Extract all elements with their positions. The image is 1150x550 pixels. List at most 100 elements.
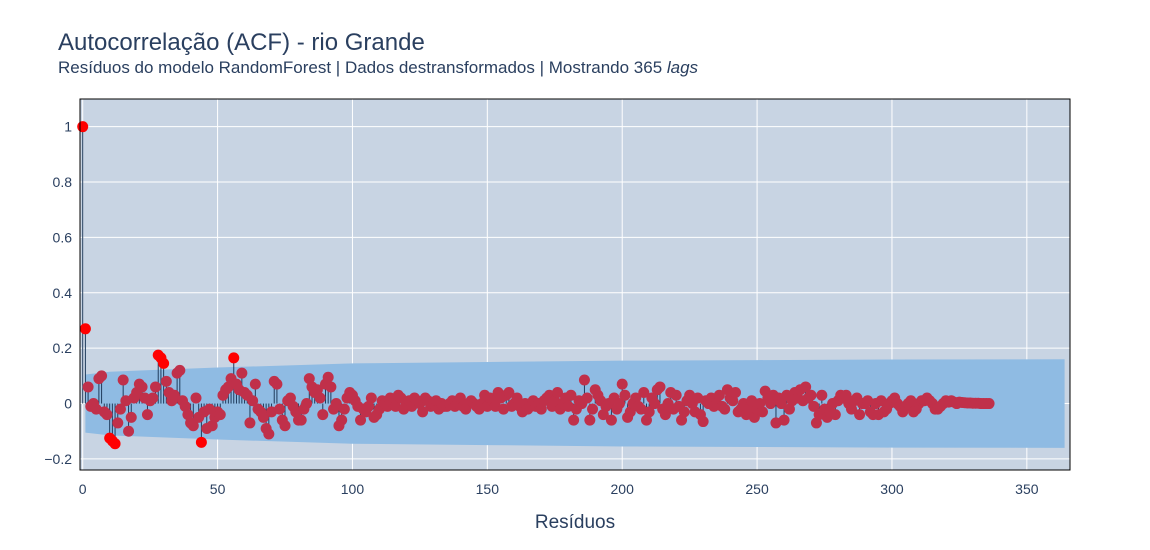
acf-point bbox=[616, 378, 628, 390]
acf-point bbox=[727, 395, 739, 407]
acf-point bbox=[257, 411, 269, 423]
acf-point bbox=[697, 416, 709, 428]
acf-point bbox=[619, 389, 631, 401]
x-tick-label: 50 bbox=[210, 481, 226, 497]
acf-point bbox=[713, 389, 725, 401]
acf-point bbox=[112, 417, 124, 429]
acf-point bbox=[117, 374, 129, 386]
acf-point bbox=[983, 398, 995, 410]
acf-point bbox=[805, 389, 817, 401]
acf-point bbox=[765, 398, 777, 410]
acf-point bbox=[303, 373, 315, 385]
acf-point bbox=[206, 420, 218, 432]
acf-point bbox=[271, 378, 283, 390]
acf-point bbox=[179, 400, 191, 412]
acf-point bbox=[249, 378, 261, 390]
acf-point bbox=[775, 398, 787, 410]
acf-point bbox=[101, 409, 113, 421]
acf-point bbox=[338, 403, 350, 415]
x-tick-label: 200 bbox=[611, 481, 635, 497]
y-axis-ticks: −0.2 0 0.2 0.4 0.6 0.8 1 bbox=[44, 119, 72, 467]
acf-point bbox=[643, 406, 655, 418]
acf-point bbox=[330, 398, 342, 410]
acf-point bbox=[96, 370, 108, 382]
x-tick-label: 300 bbox=[880, 481, 904, 497]
acf-point bbox=[756, 406, 768, 418]
acf-point bbox=[363, 400, 375, 412]
acf-point bbox=[503, 386, 515, 398]
acf-point bbox=[730, 386, 742, 398]
x-axis-title: Resíduos bbox=[535, 512, 615, 533]
acf-point bbox=[214, 409, 226, 421]
acf-point bbox=[325, 381, 337, 393]
acf-point bbox=[141, 409, 153, 421]
acf-point bbox=[587, 403, 599, 415]
acf-point bbox=[578, 374, 590, 386]
acf-point bbox=[678, 406, 690, 418]
acf-point bbox=[190, 392, 202, 404]
acf-point bbox=[748, 411, 760, 423]
y-tick-label: 0.8 bbox=[53, 174, 73, 190]
acf-point-significant bbox=[109, 438, 121, 450]
chart-title: Autocorrelação (ACF) - rio Grande bbox=[58, 29, 425, 56]
acf-point bbox=[778, 414, 790, 426]
acf-point bbox=[365, 392, 377, 404]
acf-point bbox=[783, 403, 795, 415]
acf-point bbox=[244, 417, 256, 429]
acf-point bbox=[168, 389, 180, 401]
y-tick-label: −0.2 bbox=[44, 451, 72, 467]
acf-point-significant bbox=[228, 352, 240, 364]
acf-point bbox=[511, 392, 523, 404]
acf-point bbox=[322, 371, 334, 383]
acf-point bbox=[581, 392, 593, 404]
acf-point bbox=[301, 398, 313, 410]
acf-point bbox=[187, 420, 199, 432]
acf-point bbox=[147, 392, 159, 404]
acf-point bbox=[605, 414, 617, 426]
acf-point bbox=[568, 414, 580, 426]
acf-point bbox=[535, 403, 547, 415]
acf-point bbox=[808, 400, 820, 412]
acf-point bbox=[845, 403, 857, 415]
x-tick-label: 0 bbox=[79, 481, 87, 497]
acf-point bbox=[314, 392, 326, 404]
acf-point bbox=[174, 364, 186, 376]
acf-point bbox=[854, 409, 866, 421]
chart-subtitle-lags: lags bbox=[667, 58, 699, 77]
acf-markers bbox=[77, 121, 995, 450]
acf-point bbox=[236, 367, 248, 379]
acf-point bbox=[614, 398, 626, 410]
acf-point bbox=[640, 414, 652, 426]
acf-point bbox=[754, 398, 766, 410]
acf-point bbox=[274, 403, 286, 415]
acf-point-significant bbox=[79, 323, 91, 335]
acf-point bbox=[295, 414, 307, 426]
y-tick-label: 0.4 bbox=[53, 285, 73, 301]
acf-point bbox=[659, 409, 671, 421]
acf-point-significant bbox=[195, 436, 207, 448]
acf-point bbox=[719, 403, 731, 415]
y-tick-label: 0.2 bbox=[53, 340, 73, 356]
acf-point bbox=[82, 381, 94, 393]
acf-point bbox=[584, 414, 596, 426]
acf-point bbox=[638, 386, 650, 398]
plot-border bbox=[79, 98, 1071, 471]
acf-point bbox=[743, 403, 755, 415]
acf-point bbox=[829, 409, 841, 421]
acf-point bbox=[810, 417, 822, 429]
acf-point bbox=[649, 398, 661, 410]
acf-point bbox=[816, 389, 828, 401]
acf-point bbox=[565, 389, 577, 401]
x-tick-label: 150 bbox=[476, 481, 500, 497]
x-tick-label: 350 bbox=[1015, 481, 1039, 497]
y-tick-label: 0 bbox=[64, 396, 72, 412]
chart-subtitle: Resíduos do modelo RandomForest | Dados … bbox=[58, 58, 699, 77]
acf-point bbox=[136, 381, 148, 393]
acf-point bbox=[311, 384, 323, 396]
acf-point bbox=[454, 392, 466, 404]
acf-point bbox=[355, 414, 367, 426]
acf-point bbox=[597, 409, 609, 421]
acf-point-significant bbox=[158, 357, 170, 369]
acf-point bbox=[551, 386, 563, 398]
acf-point bbox=[336, 414, 348, 426]
